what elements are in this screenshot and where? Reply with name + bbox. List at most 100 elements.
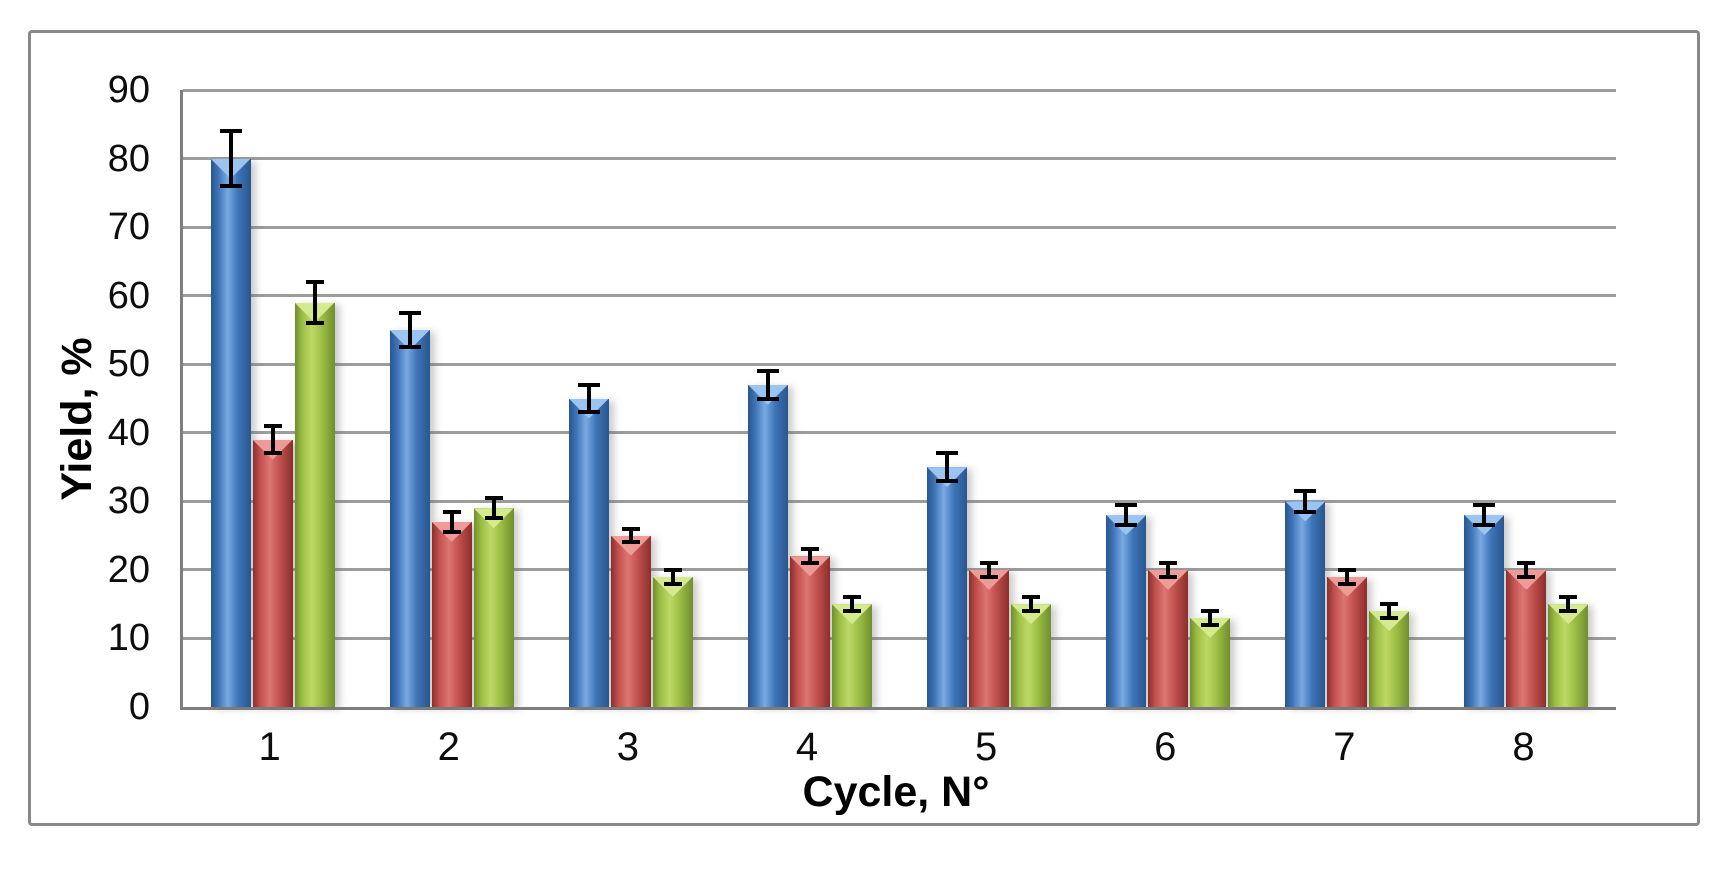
gridline-20 xyxy=(183,568,1616,572)
gridline-60 xyxy=(183,294,1616,298)
error-cap-bottom xyxy=(263,451,282,456)
x-tick-label-3: 3 xyxy=(616,725,639,769)
bar-cycle3-series2 xyxy=(610,535,651,707)
gridline-80 xyxy=(183,157,1616,161)
error-bar-cycle1-series2 xyxy=(270,425,275,454)
error-cap-bottom xyxy=(1201,622,1220,627)
error-cap-top xyxy=(1380,602,1399,607)
error-cap-top xyxy=(842,595,861,600)
bar-cycle4-series2 xyxy=(789,556,830,707)
error-cap-bottom xyxy=(1338,581,1357,586)
error-cap-bottom xyxy=(1380,615,1399,620)
error-cap-bottom xyxy=(1517,574,1536,579)
error-cap-top xyxy=(1022,595,1041,600)
error-cap-top xyxy=(621,526,640,531)
error-bar-cycle7-series3 xyxy=(1387,604,1392,618)
error-cap-bottom xyxy=(1473,523,1496,528)
plot-area xyxy=(180,88,1616,710)
error-cap-bottom xyxy=(442,530,461,535)
error-cap-bottom xyxy=(1022,609,1041,614)
bar-cycle8-series3 xyxy=(1548,604,1589,707)
error-cap-top xyxy=(1115,502,1138,507)
error-cap-top xyxy=(484,495,503,500)
error-bar-cycle5-series1 xyxy=(945,453,950,481)
bar-cycle7-series3 xyxy=(1369,611,1410,707)
error-bar-cycle3-series3 xyxy=(670,569,675,584)
error-cap-top xyxy=(1159,561,1178,566)
x-axis-title: Cycle, N° xyxy=(802,768,990,816)
bar-cycle7-series2 xyxy=(1327,576,1368,707)
error-cap-top xyxy=(305,279,324,284)
gridline-70 xyxy=(183,225,1616,229)
x-tick-label-5: 5 xyxy=(974,725,998,769)
bar-cycle6-series3 xyxy=(1190,617,1231,707)
error-bar-cycle5-series3 xyxy=(1029,597,1034,611)
error-bar-cycle7-series2 xyxy=(1345,569,1350,584)
error-cap-bottom xyxy=(305,321,324,326)
y-tick-label-50: 50 xyxy=(107,343,150,386)
gridline-30 xyxy=(183,499,1616,503)
error-cap-bottom xyxy=(842,609,861,614)
error-cap-bottom xyxy=(936,478,959,483)
bar-cycle2-series3 xyxy=(473,508,514,707)
error-cap-top xyxy=(756,369,779,374)
gridline-90 xyxy=(183,88,1616,92)
gridline-50 xyxy=(183,362,1616,366)
bar-cycle7-series1 xyxy=(1285,501,1326,707)
y-tick-label-20: 20 xyxy=(107,548,150,591)
x-tick-label-1: 1 xyxy=(258,725,281,769)
bar-cycle5-series1 xyxy=(927,467,968,707)
x-tick-labels: 1 2 3 4 5 6 7 8 xyxy=(180,727,1613,773)
bar-cycle1-series3 xyxy=(294,302,335,707)
error-bar-cycle3-series2 xyxy=(628,528,633,543)
error-bar-cycle6-series1 xyxy=(1124,504,1129,526)
x-tick-label-6: 6 xyxy=(1154,725,1177,769)
error-cap-top xyxy=(1473,502,1496,507)
error-cap-top xyxy=(442,509,461,514)
y-axis-title: Yield, % xyxy=(53,337,101,501)
error-cap-top xyxy=(219,129,242,134)
error-cap-bottom xyxy=(800,561,819,566)
error-bar-cycle5-series2 xyxy=(987,563,992,577)
error-cap-top xyxy=(936,451,959,456)
bar-cycle4-series1 xyxy=(747,384,788,707)
x-tick-label-8: 8 xyxy=(1512,725,1535,769)
error-cap-bottom xyxy=(1294,509,1317,514)
bar-cycle2-series2 xyxy=(431,521,472,707)
error-bar-cycle1-series3 xyxy=(312,281,317,324)
error-bar-cycle7-series1 xyxy=(1303,491,1308,512)
y-tick-label-60: 60 xyxy=(107,274,150,317)
bar-cycle6-series1 xyxy=(1106,515,1147,707)
bar-cycle1-series1 xyxy=(210,158,251,707)
error-bar-cycle8-series1 xyxy=(1482,504,1487,526)
error-cap-bottom xyxy=(219,183,242,188)
y-tick-label-10: 10 xyxy=(107,617,150,660)
error-cap-top xyxy=(1559,595,1578,600)
error-bar-cycle2-series1 xyxy=(407,312,412,348)
bar-cycle4-series3 xyxy=(831,604,872,707)
bar-cycle5-series3 xyxy=(1011,604,1052,707)
error-cap-bottom xyxy=(1115,523,1138,528)
error-cap-bottom xyxy=(484,516,503,521)
bar-cycle6-series2 xyxy=(1148,569,1189,707)
error-cap-top xyxy=(263,423,282,428)
error-cap-top xyxy=(800,547,819,552)
error-cap-top xyxy=(980,561,999,566)
error-cap-top xyxy=(1201,609,1220,614)
error-cap-bottom xyxy=(577,410,600,415)
bar-cycle3-series3 xyxy=(652,576,693,707)
x-tick-label-2: 2 xyxy=(437,725,460,769)
gridline-10 xyxy=(183,636,1616,640)
error-bar-cycle8-series3 xyxy=(1566,597,1571,611)
x-tick-label-7: 7 xyxy=(1333,725,1356,769)
y-tick-label-0: 0 xyxy=(128,686,150,728)
error-cap-bottom xyxy=(1159,574,1178,579)
bar-cycle2-series1 xyxy=(389,329,430,707)
x-tick-label-4: 4 xyxy=(795,725,819,769)
error-cap-top xyxy=(1338,567,1357,572)
y-tick-label-30: 30 xyxy=(107,480,150,523)
error-cap-top xyxy=(663,567,682,572)
error-bar-cycle6-series2 xyxy=(1166,563,1171,577)
y-tick-label-70: 70 xyxy=(107,206,150,249)
bar-cycle5-series2 xyxy=(969,569,1010,707)
